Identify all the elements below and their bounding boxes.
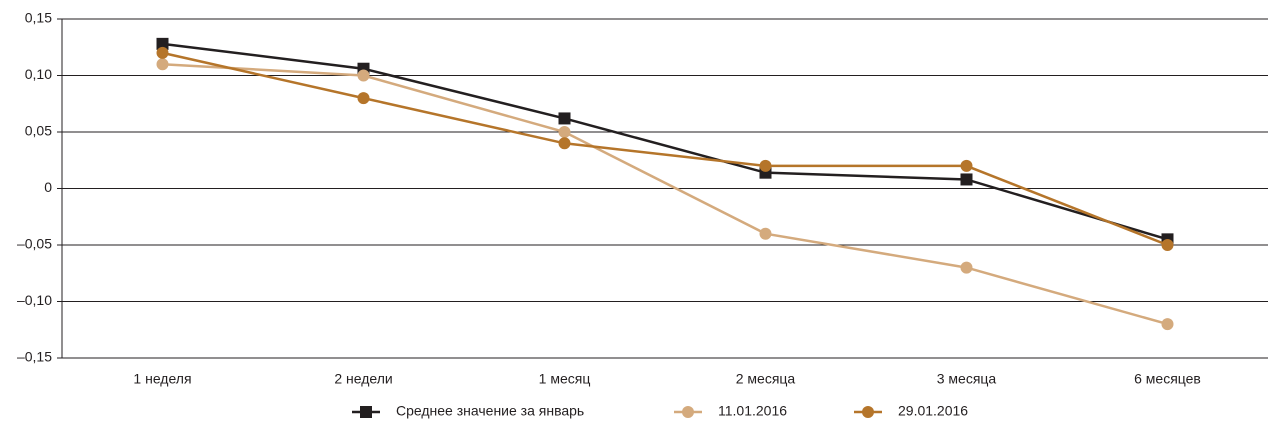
- x-tick-label: 1 неделя: [133, 371, 191, 387]
- series-line: [162, 42, 1168, 241]
- y-tick-label: 0,15: [25, 10, 52, 26]
- y-tick-label: –0,15: [17, 349, 52, 365]
- point: [558, 112, 571, 125]
- point: [960, 261, 973, 274]
- legend-label: Среднее значение за январь: [396, 403, 584, 419]
- y-tick-label: 0: [44, 179, 52, 195]
- point: [759, 159, 772, 172]
- legend-label: 11.01.2016: [718, 403, 787, 419]
- x-tick-label: 2 недели: [334, 371, 392, 387]
- legend-label: 29.01.2016: [898, 403, 968, 419]
- legend-marker: [862, 406, 874, 418]
- y-tick-label: 0,05: [25, 123, 52, 139]
- point: [1161, 318, 1174, 331]
- series-line: [162, 62, 1168, 326]
- legend-marker: [682, 406, 694, 418]
- point: [960, 159, 973, 172]
- point: [1161, 239, 1174, 251]
- series-line: [162, 51, 1168, 247]
- x-tick-label: 2 месяца: [736, 371, 796, 387]
- point: [960, 173, 973, 186]
- y-tick-label: –0,10: [17, 292, 52, 308]
- point: [156, 58, 169, 71]
- point: [558, 126, 571, 138]
- point: [759, 227, 772, 240]
- point: [357, 92, 370, 105]
- legend-marker: [360, 406, 372, 418]
- x-tick-label: 3 месяца: [937, 371, 997, 387]
- y-tick-label: 0,10: [25, 66, 52, 82]
- x-tick-label: 1 месяц: [539, 371, 591, 387]
- point: [357, 69, 370, 82]
- y-tick-label: –0,05: [17, 236, 52, 252]
- x-tick-label: 6 месяцев: [1134, 371, 1201, 387]
- point: [558, 137, 571, 150]
- point: [156, 37, 169, 50]
- point: [156, 46, 169, 59]
